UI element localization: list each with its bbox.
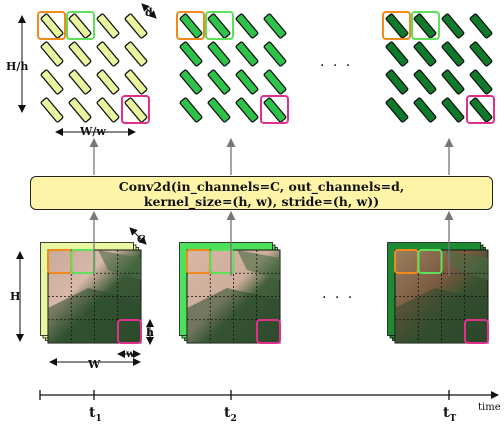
token-bar	[235, 97, 259, 123]
token-bar	[469, 41, 493, 67]
highlight-magenta-patch	[117, 319, 142, 344]
token-bar	[207, 97, 231, 123]
token-bar	[441, 41, 465, 67]
patch-width-label: w	[126, 349, 135, 360]
image-stack-1	[40, 242, 142, 344]
time-axis-label: time	[478, 402, 501, 413]
token-bar	[179, 41, 203, 67]
highlight-magenta-token	[260, 95, 289, 124]
token-bar	[96, 13, 120, 39]
highlight-magenta-patch	[464, 319, 489, 344]
image-width-label: W	[88, 358, 101, 371]
token-bar	[179, 69, 203, 95]
token-depth-arrow	[141, 3, 157, 19]
token-bar	[96, 41, 120, 67]
token-grid-1	[37, 11, 150, 124]
token-bar	[96, 69, 120, 95]
highlight-orange-token	[176, 11, 205, 40]
field-shade	[445, 250, 488, 280]
token-bar	[413, 41, 437, 67]
token-bar	[124, 41, 148, 67]
token-bar	[385, 13, 409, 39]
token-bar	[207, 41, 231, 67]
token-bar	[263, 69, 287, 95]
token-bar	[68, 41, 92, 67]
token-bar	[68, 97, 92, 123]
conv2d-layer-box: Conv2d(in_channels=C, out_channels=d, ke…	[30, 176, 493, 210]
token-bar	[413, 13, 437, 39]
token-bar	[179, 13, 203, 39]
token-bar	[235, 41, 259, 67]
token-bar	[68, 13, 92, 39]
highlight-green-token	[66, 11, 95, 40]
timeline-axis	[39, 390, 499, 400]
highlight-green-patch	[417, 249, 443, 274]
token-grid-height-label: H/h	[6, 60, 29, 73]
channel-label: C	[137, 233, 146, 246]
image-stack-3	[387, 242, 489, 344]
patch-height-label: h	[146, 326, 154, 339]
token-bar	[441, 13, 465, 39]
token-bar	[68, 69, 92, 95]
token-bar	[40, 41, 64, 67]
image-stacks	[40, 242, 489, 344]
time-tick-label-2: t2	[224, 405, 237, 424]
conv2d-line-2: kernel_size=(h, w), stride=(h, w))	[143, 194, 380, 209]
highlight-orange-token	[37, 11, 66, 40]
highlight-green-token	[411, 11, 440, 40]
token-bar	[207, 69, 231, 95]
token-bar	[263, 97, 287, 123]
token-bar	[263, 41, 287, 67]
token-bar	[235, 13, 259, 39]
token-grid-3	[382, 11, 495, 124]
token-bar	[441, 69, 465, 95]
flow-arrows	[89, 138, 454, 276]
token-grid-2	[176, 11, 289, 124]
token-bar	[40, 69, 64, 95]
token-bar	[441, 97, 465, 123]
highlight-magenta-token	[466, 95, 495, 124]
dimension-annotations	[16, 3, 157, 366]
channel-depth-arrow	[129, 227, 147, 245]
token-bar	[179, 97, 203, 123]
time-tick-label-1: t1	[89, 405, 102, 424]
image-stack-ellipsis: · · ·	[322, 290, 355, 306]
token-bar	[469, 69, 493, 95]
token-bar	[235, 69, 259, 95]
token-bar	[207, 13, 231, 39]
image-height-label: H	[10, 290, 21, 303]
token-grid-width-label: W/w	[80, 125, 106, 138]
token-bar	[413, 69, 437, 95]
token-bar	[469, 97, 493, 123]
token-bar	[124, 69, 148, 95]
highlight-green-token	[205, 11, 234, 40]
conv2d-line-1: Conv2d(in_channels=C, out_channels=d,	[118, 179, 405, 194]
token-bar	[469, 13, 493, 39]
token-bar	[40, 97, 64, 123]
highlight-green-patch	[209, 249, 235, 274]
token-grid-ellipsis: · · ·	[320, 58, 353, 74]
token-bar	[385, 41, 409, 67]
token-bar	[124, 97, 148, 123]
token-bar	[124, 13, 148, 39]
token-bar	[40, 13, 64, 39]
field-shade	[98, 250, 141, 280]
time-tick-label-T: tT	[443, 405, 457, 424]
token-depth-label: d	[145, 6, 153, 19]
image-stack-2	[179, 242, 281, 344]
highlight-magenta-patch	[256, 319, 281, 344]
token-bar	[413, 97, 437, 123]
token-bar	[96, 97, 120, 123]
token-bar	[385, 69, 409, 95]
field-shade	[237, 250, 280, 280]
token-bar	[385, 97, 409, 123]
token-bar	[263, 13, 287, 39]
highlight-magenta-token	[121, 95, 150, 124]
token-grids	[37, 11, 495, 124]
highlight-orange-token	[382, 11, 411, 40]
